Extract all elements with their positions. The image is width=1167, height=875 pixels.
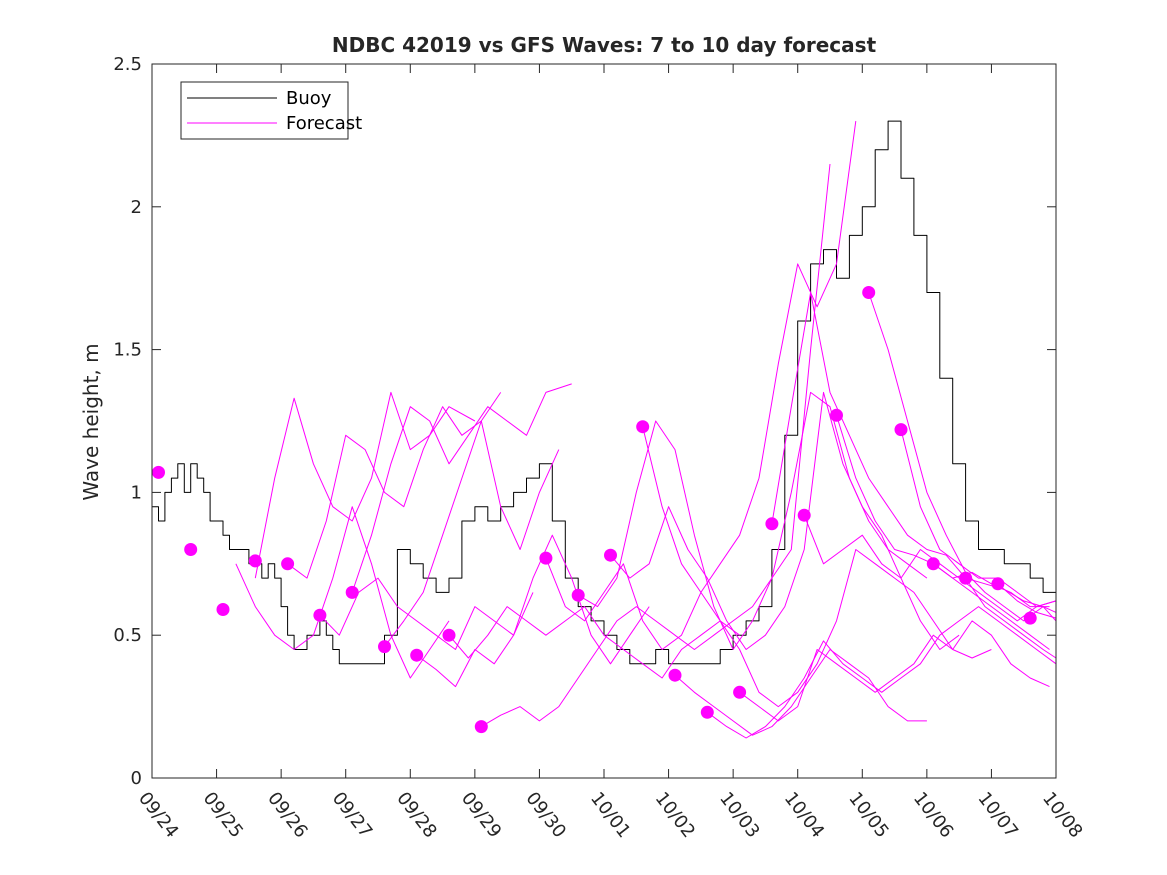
- x-tick-label: 10/08: [1038, 788, 1086, 842]
- y-tick-label: 1: [131, 482, 142, 503]
- forecast-series-line-4: [319, 577, 534, 650]
- forecast-marker-point: [442, 628, 456, 642]
- legend-buoy-label: Buoy: [286, 88, 332, 109]
- forecast-series-line-17: [771, 292, 1057, 659]
- series-layer: [152, 120, 1057, 739]
- forecast-series-line-16: [739, 620, 1050, 722]
- forecast-series-line-6: [384, 420, 560, 647]
- x-tick-label: 10/02: [651, 788, 699, 842]
- x-tick-label: 10/03: [715, 788, 763, 842]
- forecast-series-line-24: [997, 583, 1057, 619]
- forecast-series-line-2: [254, 391, 476, 579]
- x-tick-label: 09/25: [199, 788, 247, 842]
- forecast-series-line-13: [642, 426, 992, 708]
- x-tick-label: 09/30: [521, 788, 569, 842]
- forecast-marker-point: [765, 517, 779, 531]
- legend-box: [180, 81, 349, 140]
- forecast-series-line-3: [287, 392, 502, 579]
- forecast-marker-point: [862, 286, 876, 299]
- forecast-series-line-18: [803, 515, 1057, 622]
- forecast-series-line-8: [448, 606, 740, 679]
- x-tick-label: 10/07: [973, 788, 1021, 842]
- x-tick-label: 09/27: [328, 788, 376, 842]
- x-tick-label: 10/05: [844, 788, 892, 842]
- forecast-series-line-14: [674, 649, 927, 736]
- x-tick-label: 10/01: [586, 788, 634, 842]
- forecast-series-line-5: [351, 383, 572, 593]
- forecast-marker-point: [571, 588, 585, 602]
- legend: Buoy Forecast: [180, 81, 362, 140]
- marker-layer: [152, 286, 1037, 734]
- forecast-marker-point: [894, 423, 908, 437]
- forecast-marker-point: [410, 648, 424, 662]
- forecast-series-line-15: [707, 606, 1057, 739]
- forecast-marker-point: [345, 585, 359, 599]
- forecast-marker-point: [216, 603, 230, 616]
- forecast-series-line-23: [965, 577, 1057, 622]
- y-tick-label: 2.5: [113, 54, 142, 75]
- forecast-marker-point: [926, 557, 940, 571]
- forecast-marker-point: [474, 720, 488, 734]
- forecast-series-line-1: [235, 506, 450, 679]
- forecast-marker-point: [378, 640, 391, 654]
- forecast-marker-point: [991, 577, 1005, 591]
- x-tick-label: 09/26: [263, 788, 311, 842]
- y-axis-label: Wave height, m: [79, 343, 103, 500]
- forecast-marker-point: [830, 408, 843, 422]
- x-tick-label: 10/06: [909, 788, 957, 842]
- forecast-marker-point: [700, 705, 714, 719]
- y-tick-label: 0.5: [113, 625, 142, 646]
- chart-title: NDBC 42019 vs GFS Waves: 7 to 10 day for…: [332, 33, 877, 57]
- forecast-marker-point: [733, 685, 747, 699]
- buoy-series-line: [152, 120, 1057, 665]
- legend-forecast-label: Forecast: [286, 113, 362, 134]
- forecast-marker-point: [184, 543, 198, 556]
- x-tick-label: 09/29: [457, 788, 505, 842]
- forecast-marker-point: [1023, 611, 1037, 625]
- y-tick-label: 1.5: [113, 340, 142, 361]
- forecast-series-line-7: [416, 534, 650, 688]
- forecast-marker-point: [313, 608, 327, 622]
- forecast-series-line-11: [577, 391, 928, 650]
- forecast-marker-point: [797, 508, 811, 522]
- plot-background: [152, 64, 1056, 778]
- forecast-marker-point: [636, 420, 650, 434]
- y-tick-label: 2: [131, 197, 142, 218]
- plot-area: 0 0.5 1 1.5 2 2.5 09/24 09/25 09/26 09/27 09/28 09/…: [113, 54, 1086, 842]
- forecast-marker-point: [604, 548, 617, 562]
- forecast-marker-point: [668, 668, 682, 682]
- x-tick-label: 10/04: [780, 788, 828, 842]
- forecast-marker-point: [281, 557, 295, 571]
- forecast-series-line-21: [900, 429, 1057, 608]
- x-tick-label: 09/24: [134, 788, 182, 842]
- y-tick-label: 0: [131, 768, 142, 789]
- x-tick-label: 09/28: [392, 788, 440, 842]
- forecast-marker-point: [539, 551, 553, 565]
- forecast-marker-point: [248, 554, 262, 568]
- forecast-marker-point: [959, 571, 973, 585]
- forecast-marker-point: [152, 465, 165, 479]
